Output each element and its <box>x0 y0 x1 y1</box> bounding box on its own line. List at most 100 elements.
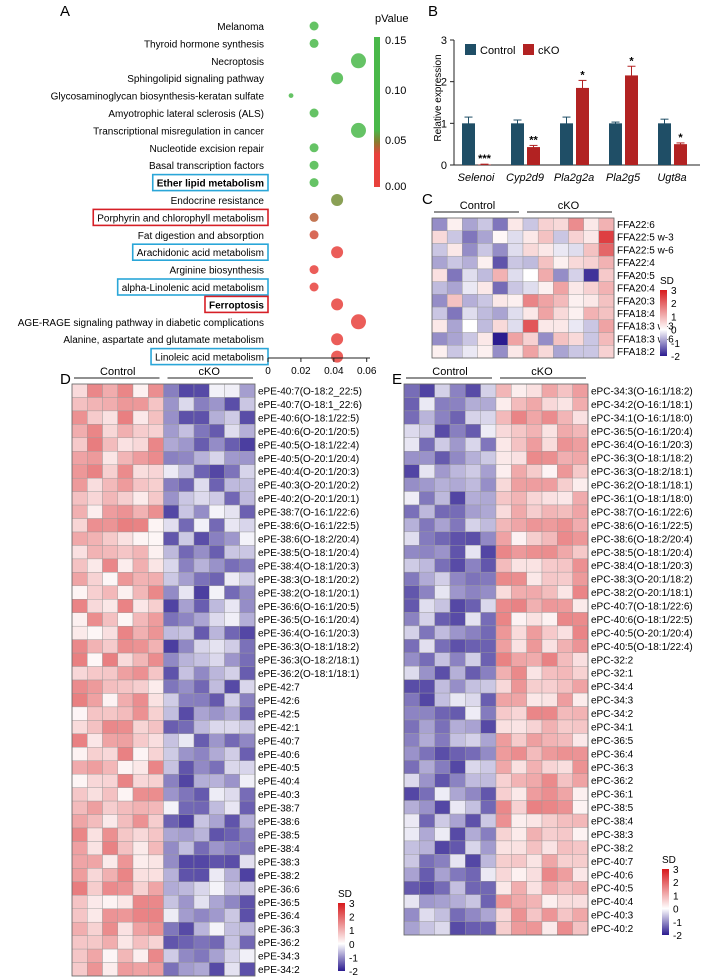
heatmap-cell <box>541 437 558 452</box>
scale-tick: 2 <box>673 878 679 889</box>
heatmap-cell <box>102 558 118 573</box>
heatmap-cell <box>465 477 481 492</box>
heatmap-cell <box>87 491 103 506</box>
heatmap-cell <box>148 545 164 560</box>
heatmap-cell <box>557 531 573 546</box>
heatmap-cell <box>449 907 466 922</box>
heatmap-cell <box>403 437 420 452</box>
heatmap-cell <box>178 652 195 667</box>
heatmap-cell <box>492 332 509 346</box>
heatmap-cell <box>480 571 497 586</box>
heatmap-cell <box>148 895 164 909</box>
pathway-dots <box>288 21 366 363</box>
heatmap-cell <box>572 464 589 479</box>
heatmap-cell <box>572 800 589 815</box>
heatmap-cell <box>541 867 558 882</box>
heatmap-cell <box>572 598 589 613</box>
heatmap-cell <box>148 558 164 573</box>
pvalue-legend-title: pValue <box>375 13 408 25</box>
heatmap-cell <box>163 424 179 439</box>
heatmap-cell <box>178 895 195 909</box>
heatmap-cell <box>495 706 512 721</box>
heatmap-cell <box>209 383 225 398</box>
heatmap-cell <box>102 773 118 788</box>
heatmap-cell <box>87 612 103 627</box>
heatmap-cell <box>449 558 466 573</box>
heatmap-cell <box>178 679 195 694</box>
heatmap-cell <box>568 268 584 282</box>
heatmap-cell <box>465 760 481 774</box>
heatmap-cell <box>224 841 240 856</box>
heatmap-cell <box>557 666 573 680</box>
heatmap-cell <box>209 881 225 896</box>
row-label: ePC-40:4 <box>591 897 634 908</box>
row-label: ePE-38:5(O-18:1/20:4) <box>258 548 359 559</box>
heatmap-cell <box>71 383 88 398</box>
heatmap-cell <box>557 827 573 842</box>
heatmap-cell <box>480 504 497 519</box>
heatmap-cell <box>434 424 451 438</box>
heatmap-cell <box>239 518 256 533</box>
heatmap-cell <box>477 345 493 359</box>
heatmap-cell <box>465 558 481 573</box>
heatmap-cell <box>434 477 451 492</box>
heatmap-cell <box>495 773 512 788</box>
heatmap-cell <box>449 545 466 559</box>
heatmap-cell <box>511 746 527 761</box>
heatmap-cell <box>102 881 118 896</box>
heatmap-cell <box>557 773 573 788</box>
heatmap-cell <box>224 625 240 640</box>
highlight-boxes <box>92 173 269 366</box>
heatmap-cell <box>71 545 88 560</box>
heatmap-cell <box>87 383 103 398</box>
heatmap-cell <box>71 841 88 856</box>
row-label: ePE-36:6(O-16:1/20:5) <box>258 602 359 613</box>
heatmap-cell <box>193 652 210 667</box>
heatmap-cell <box>511 598 527 613</box>
heatmap-cell <box>178 693 195 708</box>
heatmap-cell <box>419 504 435 519</box>
heatmap-cell <box>419 464 435 479</box>
heatmap-cell <box>102 948 118 963</box>
heatmap-cell <box>434 867 451 882</box>
group-label-cko: cKO <box>199 366 221 378</box>
heatmap-cell <box>492 268 509 282</box>
heatmap-cell <box>117 841 134 856</box>
heatmap-cell <box>477 268 493 282</box>
heatmap-cell <box>117 854 134 869</box>
heatmap-cell <box>87 693 103 708</box>
heatmap-cell <box>117 599 134 613</box>
heatmap-cell <box>239 881 256 896</box>
heatmap-cell <box>178 518 195 533</box>
pvalue-tick: 0.15 <box>385 35 406 47</box>
heatmap-cell <box>526 894 543 909</box>
heatmap-cell <box>431 345 448 359</box>
pathway-label: Arachidonic acid metabolism <box>137 248 264 259</box>
heatmap-cell <box>239 800 256 815</box>
heatmap-cell <box>526 760 543 774</box>
heatmap-cell <box>71 518 88 533</box>
heatmap-cell <box>462 243 478 257</box>
heatmap-cell <box>178 639 195 654</box>
heatmap-cell <box>209 625 225 640</box>
heatmap-cell <box>511 666 527 680</box>
heatmap-cell <box>495 397 512 412</box>
heatmap-cell <box>209 747 225 761</box>
heatmap-cell <box>132 477 149 492</box>
pathway-label: Melanoma <box>217 22 264 33</box>
heatmap-cell <box>434 625 451 640</box>
heatmap-cell <box>163 477 179 492</box>
pathway-label: Linoleic acid metabolism <box>155 353 264 364</box>
heatmap-cell <box>209 895 225 909</box>
heatmap-cell <box>419 612 435 627</box>
heatmap-cell <box>71 572 88 587</box>
heatmap-cell <box>572 571 589 586</box>
heatmap-cell <box>178 477 195 492</box>
heatmap-cell <box>87 962 103 977</box>
significance-marker: * <box>580 69 585 81</box>
pvalue-tick: 0.05 <box>385 135 406 147</box>
heatmap-cell <box>193 948 210 963</box>
heatmap-cell <box>87 800 103 815</box>
heatmap-cell <box>495 585 512 600</box>
heatmap-cell <box>132 639 149 654</box>
